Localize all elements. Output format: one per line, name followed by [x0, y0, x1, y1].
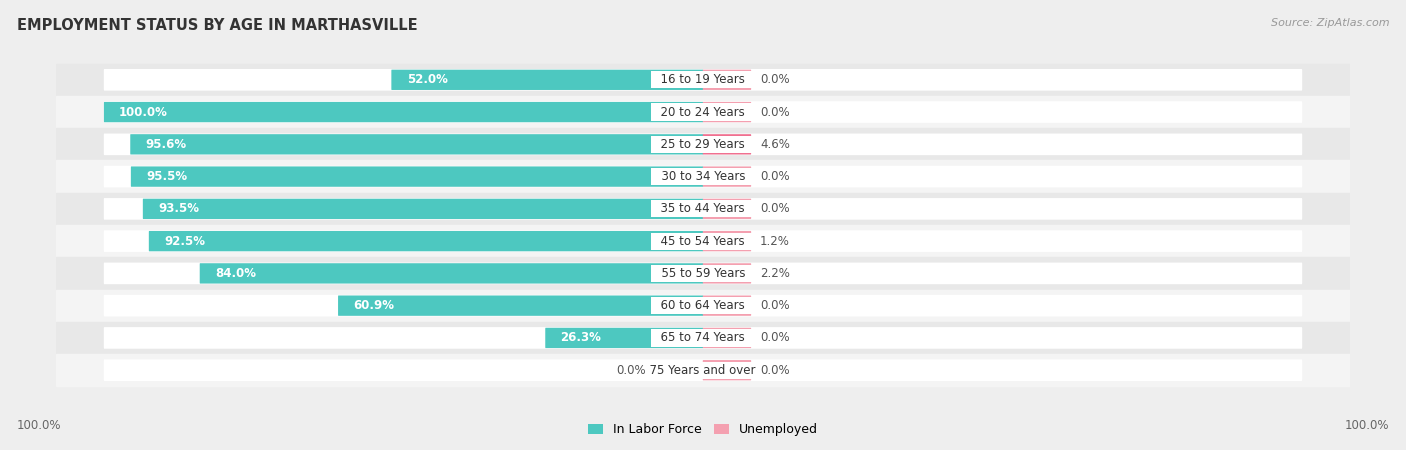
- FancyBboxPatch shape: [104, 69, 1302, 90]
- Text: 45 to 54 Years: 45 to 54 Years: [654, 234, 752, 248]
- FancyBboxPatch shape: [703, 328, 751, 348]
- FancyBboxPatch shape: [131, 134, 703, 154]
- Text: 75 Years and over: 75 Years and over: [643, 364, 763, 377]
- FancyBboxPatch shape: [104, 198, 1302, 220]
- FancyBboxPatch shape: [104, 360, 1302, 381]
- Text: 0.0%: 0.0%: [759, 202, 790, 216]
- Text: 100.0%: 100.0%: [1344, 419, 1389, 432]
- FancyBboxPatch shape: [104, 295, 1302, 316]
- FancyBboxPatch shape: [104, 230, 1302, 252]
- Text: 25 to 29 Years: 25 to 29 Years: [654, 138, 752, 151]
- Text: 52.0%: 52.0%: [406, 73, 447, 86]
- Bar: [56, 257, 1350, 289]
- FancyBboxPatch shape: [703, 134, 751, 154]
- FancyBboxPatch shape: [703, 166, 751, 187]
- FancyBboxPatch shape: [703, 70, 751, 90]
- Text: 0.0%: 0.0%: [759, 170, 790, 183]
- Text: 0.0%: 0.0%: [759, 299, 790, 312]
- Text: 84.0%: 84.0%: [215, 267, 256, 280]
- Bar: [56, 354, 1350, 386]
- FancyBboxPatch shape: [703, 263, 751, 284]
- Text: 100.0%: 100.0%: [17, 419, 62, 432]
- FancyBboxPatch shape: [104, 166, 1302, 187]
- Text: 55 to 59 Years: 55 to 59 Years: [654, 267, 752, 280]
- Bar: [56, 193, 1350, 225]
- Bar: [56, 128, 1350, 161]
- Text: 0.0%: 0.0%: [759, 364, 790, 377]
- Bar: [56, 322, 1350, 354]
- Bar: [56, 64, 1350, 96]
- Text: 0.0%: 0.0%: [616, 364, 647, 377]
- FancyBboxPatch shape: [337, 296, 703, 316]
- Bar: [56, 225, 1350, 257]
- Text: 100.0%: 100.0%: [120, 106, 167, 119]
- Text: 60 to 64 Years: 60 to 64 Years: [654, 299, 752, 312]
- Text: 92.5%: 92.5%: [165, 234, 205, 248]
- Text: 95.6%: 95.6%: [145, 138, 187, 151]
- FancyBboxPatch shape: [104, 327, 1302, 349]
- Bar: [56, 96, 1350, 128]
- Text: 0.0%: 0.0%: [759, 106, 790, 119]
- Text: 1.2%: 1.2%: [759, 234, 790, 248]
- Legend: In Labor Force, Unemployed: In Labor Force, Unemployed: [583, 418, 823, 441]
- FancyBboxPatch shape: [104, 134, 1302, 155]
- Bar: [56, 161, 1350, 193]
- FancyBboxPatch shape: [131, 166, 703, 187]
- FancyBboxPatch shape: [200, 263, 703, 284]
- Text: 20 to 24 Years: 20 to 24 Years: [654, 106, 752, 119]
- Text: 95.5%: 95.5%: [146, 170, 187, 183]
- FancyBboxPatch shape: [546, 328, 703, 348]
- FancyBboxPatch shape: [703, 360, 751, 380]
- FancyBboxPatch shape: [703, 296, 751, 316]
- Text: 0.0%: 0.0%: [759, 73, 790, 86]
- FancyBboxPatch shape: [149, 231, 703, 251]
- FancyBboxPatch shape: [104, 101, 1302, 123]
- Bar: [56, 289, 1350, 322]
- Text: 2.2%: 2.2%: [759, 267, 790, 280]
- FancyBboxPatch shape: [703, 199, 751, 219]
- Text: EMPLOYMENT STATUS BY AGE IN MARTHASVILLE: EMPLOYMENT STATUS BY AGE IN MARTHASVILLE: [17, 18, 418, 33]
- FancyBboxPatch shape: [703, 231, 751, 251]
- FancyBboxPatch shape: [703, 102, 751, 122]
- FancyBboxPatch shape: [391, 70, 703, 90]
- Text: 30 to 34 Years: 30 to 34 Years: [654, 170, 752, 183]
- FancyBboxPatch shape: [143, 199, 703, 219]
- Text: 60.9%: 60.9%: [353, 299, 394, 312]
- Text: 65 to 74 Years: 65 to 74 Years: [654, 331, 752, 344]
- FancyBboxPatch shape: [104, 263, 1302, 284]
- Text: 35 to 44 Years: 35 to 44 Years: [654, 202, 752, 216]
- Text: 0.0%: 0.0%: [759, 331, 790, 344]
- Text: 93.5%: 93.5%: [157, 202, 200, 216]
- Text: 26.3%: 26.3%: [561, 331, 602, 344]
- FancyBboxPatch shape: [104, 102, 703, 122]
- Text: 16 to 19 Years: 16 to 19 Years: [654, 73, 752, 86]
- Text: 4.6%: 4.6%: [759, 138, 790, 151]
- Text: Source: ZipAtlas.com: Source: ZipAtlas.com: [1271, 18, 1389, 28]
